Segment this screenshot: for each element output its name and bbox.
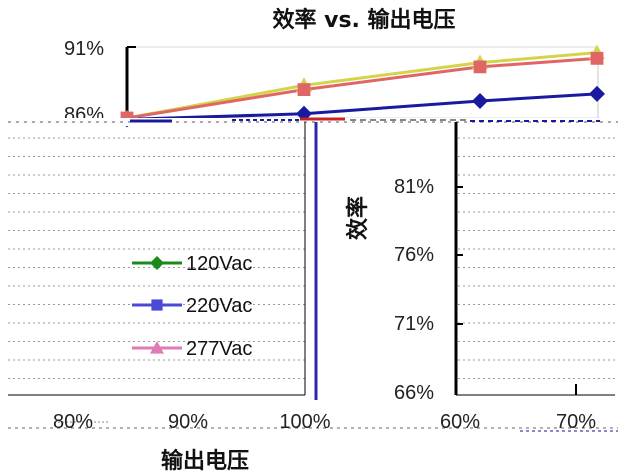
x-tick-label-90: 90% (168, 411, 208, 433)
series-line-277Vac (126, 56, 598, 120)
y-tick-label-76: 76% (394, 244, 434, 266)
series-line-120Vac (126, 51, 598, 120)
chart-title: 效率 vs. 输出电压 (272, 7, 455, 33)
x-tick-label-80: 80% (53, 411, 93, 433)
legend: 120Vac 220Vac 277Vac (132, 253, 252, 360)
x-tick-label-100: 100% (279, 411, 330, 433)
legend-label-120Vac: 120Vac (186, 253, 252, 275)
legend-label-277Vac: 277Vac (186, 338, 252, 360)
bottom-right-panel (454, 122, 615, 396)
y-tick-label-91: 91% (64, 38, 104, 60)
x-axis-title: 输出电压 (161, 448, 249, 474)
x-tick-label-70: 70% (556, 411, 596, 433)
y-axis-title: 效率 (345, 196, 371, 240)
series-line-220Vac (126, 92, 598, 121)
top-panel (119, 44, 605, 128)
legend-marker-277Vac (150, 341, 164, 354)
lower-glitch-band (8, 421, 618, 432)
right-gridlines (458, 137, 615, 379)
data-point-277Vac-1 (297, 83, 311, 96)
data-point-277Vac-3 (590, 51, 604, 65)
data-point-220Vac-3 (589, 85, 605, 102)
y-tick-label-66: 66% (394, 382, 434, 404)
legend-label-220Vac: 220Vac (186, 295, 252, 317)
data-point-277Vac-2 (473, 60, 487, 74)
x-tick-label-60: 60% (440, 411, 480, 433)
bottom-left-panel (8, 122, 318, 400)
y-tick-label-81: 81% (394, 176, 434, 198)
y-tick-label-71: 71% (394, 313, 434, 335)
data-point-220Vac-2 (472, 92, 488, 109)
legend-marker-220Vac (151, 299, 163, 311)
legend-marker-120Vac (150, 256, 164, 270)
glitch-band (8, 117, 618, 126)
